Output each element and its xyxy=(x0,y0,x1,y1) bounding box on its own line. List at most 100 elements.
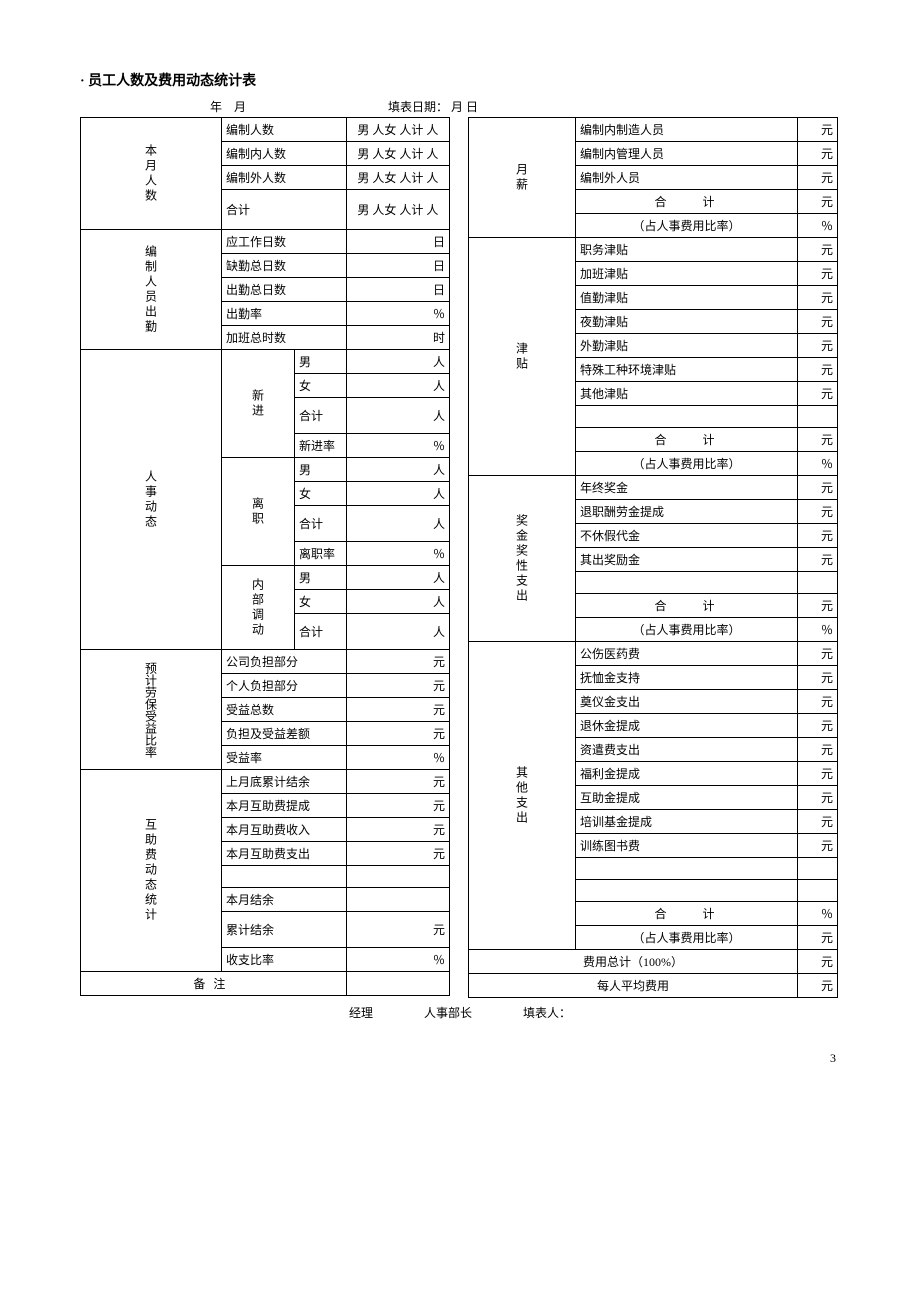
lbl: 抚恤金支持 xyxy=(576,666,798,690)
lbl: 合计 xyxy=(295,614,347,650)
val: ％ xyxy=(798,214,838,238)
lbl: 退休金提成 xyxy=(576,714,798,738)
val: ％ xyxy=(346,948,449,972)
footer: 经理 人事部长 填表人： xyxy=(80,1004,840,1021)
sec-salary: 月薪 xyxy=(469,118,576,238)
note-val xyxy=(346,972,449,996)
val: 元 xyxy=(346,722,449,746)
val: 人 xyxy=(346,482,449,506)
lbl: 男 xyxy=(295,350,347,374)
val: 元 xyxy=(346,842,449,866)
val: 元 xyxy=(798,524,838,548)
lbl: 互助金提成 xyxy=(576,786,798,810)
val: 元 xyxy=(798,926,838,950)
lbl: 其出奖励金 xyxy=(576,548,798,572)
val: 人 xyxy=(346,566,449,590)
lbl: 特殊工种环境津贴 xyxy=(576,358,798,382)
lbl: 职务津贴 xyxy=(576,238,798,262)
left-table-container: 本月人数 编制人数 男 人女 人计 人 编制内人数 男 人女 人计 人 编制外人… xyxy=(80,117,450,996)
lbl: 合 计 xyxy=(576,428,798,452)
lbl: （占人事费用比率） xyxy=(576,452,798,476)
grp-new: 新进 xyxy=(222,350,295,458)
note-label: 备注 xyxy=(81,972,347,996)
sec-allowance: 津贴 xyxy=(469,238,576,476)
lbl: 合 计 xyxy=(576,190,798,214)
val: 男 人女 人计 人 xyxy=(346,166,449,190)
right-table-container: 月薪 编制内制造人员 元 编制内管理人员元 编制外人员元 合 计元 （占人事费用… xyxy=(468,117,838,998)
sec-labor-ratio: 预计劳保受益比率 xyxy=(81,650,222,770)
val: ％ xyxy=(798,452,838,476)
lbl xyxy=(576,572,798,594)
val: 元 xyxy=(798,786,838,810)
val: 元 xyxy=(798,762,838,786)
lbl: 编制人数 xyxy=(222,118,347,142)
val: 人 xyxy=(346,350,449,374)
val: 元 xyxy=(346,698,449,722)
val: 元 xyxy=(346,794,449,818)
lbl: 年终奖金 xyxy=(576,476,798,500)
grp-leave: 离职 xyxy=(222,458,295,566)
val: 元 xyxy=(798,238,838,262)
val: 元 xyxy=(798,142,838,166)
val: ％ xyxy=(798,618,838,642)
lbl: 本月互助费支出 xyxy=(222,842,347,866)
lbl: 受益总数 xyxy=(222,698,347,722)
lbl: 女 xyxy=(295,590,347,614)
sec-other: 其他支出 xyxy=(469,642,576,950)
val: 日 xyxy=(346,278,449,302)
lbl xyxy=(576,406,798,428)
lbl: 累计结余 xyxy=(222,912,347,948)
val: ％ xyxy=(346,302,449,326)
right-table: 月薪 编制内制造人员 元 编制内管理人员元 编制外人员元 合 计元 （占人事费用… xyxy=(468,117,838,998)
lbl: 本月结余 xyxy=(222,888,347,912)
val: 元 xyxy=(798,738,838,762)
lbl-avg: 每人平均费用 xyxy=(469,974,798,998)
lbl: 合 计 xyxy=(576,594,798,618)
val: ％ xyxy=(346,434,449,458)
page-number: 3 xyxy=(80,1051,840,1066)
val: 元 xyxy=(798,548,838,572)
val: 人 xyxy=(346,374,449,398)
lbl: 新进率 xyxy=(295,434,347,458)
val: 元 xyxy=(798,166,838,190)
val xyxy=(798,572,838,594)
lbl xyxy=(222,866,347,888)
footer-hr: 人事部长 xyxy=(424,1006,472,1020)
lbl: 负担及受益差额 xyxy=(222,722,347,746)
lbl: 男 xyxy=(295,566,347,590)
val xyxy=(798,406,838,428)
lbl: 合 计 xyxy=(576,902,798,926)
lbl: 编制内人数 xyxy=(222,142,347,166)
lbl: 收支比率 xyxy=(222,948,347,972)
val: 男 人女 人计 人 xyxy=(346,142,449,166)
val: 元 xyxy=(346,770,449,794)
val: 元 xyxy=(798,286,838,310)
val xyxy=(346,866,449,888)
lbl: 上月底累计结余 xyxy=(222,770,347,794)
header-row: 年月 填表日期： 月 日 xyxy=(80,98,840,115)
sec-bonus: 奖金奖性支出 xyxy=(469,476,576,642)
lbl: 加班总时数 xyxy=(222,326,347,350)
val: 日 xyxy=(346,254,449,278)
val: 元 xyxy=(798,190,838,214)
lbl: 合计 xyxy=(295,398,347,434)
lbl: 个人负担部分 xyxy=(222,674,347,698)
val: 元 xyxy=(798,500,838,524)
lbl: 女 xyxy=(295,482,347,506)
lbl: 编制内管理人员 xyxy=(576,142,798,166)
left-table: 本月人数 编制人数 男 人女 人计 人 编制内人数 男 人女 人计 人 编制外人… xyxy=(80,117,450,996)
val: 元 xyxy=(346,650,449,674)
lbl: 应工作日数 xyxy=(222,230,347,254)
sec-dynamics: 人事动态 xyxy=(81,350,222,650)
lbl: 出勤率 xyxy=(222,302,347,326)
val: 元 xyxy=(798,428,838,452)
lbl: 本月互助费收入 xyxy=(222,818,347,842)
lbl-total: 费用总计（100%） xyxy=(469,950,798,974)
val: 元 xyxy=(798,594,838,618)
val xyxy=(346,888,449,912)
val: 人 xyxy=(346,398,449,434)
lbl: 公伤医药费 xyxy=(576,642,798,666)
grp-move: 内部调动 xyxy=(222,566,295,650)
val: ％ xyxy=(798,902,838,926)
header-fill: 填表日期： 月 日 xyxy=(388,98,478,115)
